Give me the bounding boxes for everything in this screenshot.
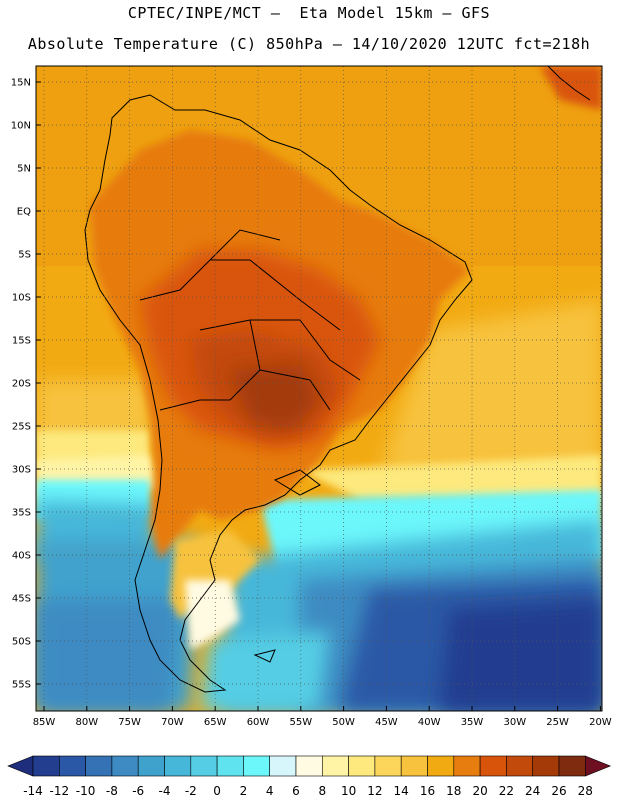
lat-label: 5S <box>18 250 31 261</box>
colorbar-label: -10 <box>76 784 96 798</box>
colorbar-segment <box>532 755 560 777</box>
lon-label: 20W <box>589 717 612 728</box>
colorbar-segment <box>243 755 270 777</box>
lat-label: 10N <box>11 121 31 132</box>
colorbar-segment <box>427 755 455 777</box>
colorbar-over-arrow <box>585 755 612 777</box>
lat-label: 50S <box>12 637 31 648</box>
colorbar-segment <box>479 755 507 777</box>
lon-label: 50W <box>332 717 355 728</box>
colorbar-segment <box>321 755 349 777</box>
temperature-field <box>36 66 602 711</box>
lon-label: 35W <box>461 717 484 728</box>
colorbar-label: 6 <box>292 784 300 798</box>
lon-label: 55W <box>289 717 312 728</box>
colorbar-segment <box>164 755 192 777</box>
colorbar-label: 4 <box>266 784 274 798</box>
lat-label: 15S <box>12 336 31 347</box>
colorbar-segment <box>558 755 586 777</box>
map-subtitle: Absolute Temperature (C) 850hPa – 14/10/… <box>27 35 591 53</box>
colorbar-label: 8 <box>318 784 326 798</box>
colorbar-segment <box>58 755 86 777</box>
map-title: CPTEC/INPE/MCT – Eta Model 15km – GFS <box>127 4 491 22</box>
colorbar-label: 28 <box>578 784 593 798</box>
colorbar-label: -14 <box>23 784 43 798</box>
lat-label: 55S <box>12 680 31 691</box>
lat-label: 35S <box>12 508 31 519</box>
lon-label: 80W <box>75 717 98 728</box>
colorbar-label: -12 <box>49 784 69 798</box>
lon-label: 30W <box>503 717 526 728</box>
longitude-labels: 85W 80W 75W 70W 65W 60W 55W 50W 45W 40W 35W 30W 25W 2… <box>33 706 612 728</box>
colorbar-segment <box>85 755 113 777</box>
lat-label: 40S <box>12 551 31 562</box>
colorbar-label: 0 <box>213 784 221 798</box>
colorbar-segment <box>348 755 376 777</box>
colorbar-segment <box>32 755 60 777</box>
colorbar-label: -8 <box>106 784 118 798</box>
lon-label: 40W <box>418 717 441 728</box>
lon-label: 85W <box>33 717 56 728</box>
colorbar-segment <box>506 755 533 777</box>
colorbar-segment <box>216 755 244 777</box>
colorbar-segment <box>137 755 165 777</box>
colorbar-label: 24 <box>525 784 540 798</box>
lon-label: 25W <box>546 717 569 728</box>
lat-label: 5N <box>17 164 31 175</box>
lat-label: 10S <box>12 293 31 304</box>
colorbar-segment <box>453 755 481 777</box>
lon-label: 45W <box>375 717 398 728</box>
lat-label: 45S <box>12 594 31 605</box>
lat-label: 20S <box>12 379 31 390</box>
colorbar-label: 10 <box>341 784 356 798</box>
lat-label: 25S <box>12 422 31 433</box>
lon-label: 75W <box>118 717 141 728</box>
map-frame <box>35 65 603 712</box>
latitude-labels: 15N 10N 5N EQ 5S 10S 15S 20S 25S 30S 35S 40S 45S 50S 5… <box>11 78 41 691</box>
lon-label: 70W <box>161 717 184 728</box>
colorbar-segment <box>190 755 218 777</box>
colorbar-label: -6 <box>132 784 144 798</box>
lat-label: 15N <box>11 78 31 89</box>
colorbar-label: 26 <box>551 784 566 798</box>
colorbar-segment <box>111 755 139 777</box>
colorbar <box>7 755 612 777</box>
lon-label: 60W <box>247 717 270 728</box>
colorbar-under-arrow <box>7 755 34 777</box>
colorbar-label: 12 <box>367 784 382 798</box>
colorbar-labels: -14 -12 -10 -8 -6 -4 -2 0 2 4 6 8 10 12 14 16 18 20 22 24 26… <box>23 784 593 798</box>
lat-label: EQ <box>17 207 31 218</box>
colorbar-segment <box>269 755 297 777</box>
colorbar-label: -4 <box>159 784 171 798</box>
colorbar-label: 16 <box>420 784 435 798</box>
colorbar-label: 2 <box>240 784 248 798</box>
colorbar-label: 22 <box>499 784 514 798</box>
coastline-outline <box>84 65 591 693</box>
lat-label: 30S <box>12 465 31 476</box>
colorbar-segment <box>400 755 428 777</box>
colorbar-segment <box>295 755 323 777</box>
colorbar-segment <box>374 755 402 777</box>
colorbar-label: 18 <box>446 784 461 798</box>
colorbar-label: 14 <box>394 784 409 798</box>
colorbar-label: 20 <box>472 784 487 798</box>
lon-label: 65W <box>204 717 227 728</box>
colorbar-label: -2 <box>185 784 197 798</box>
